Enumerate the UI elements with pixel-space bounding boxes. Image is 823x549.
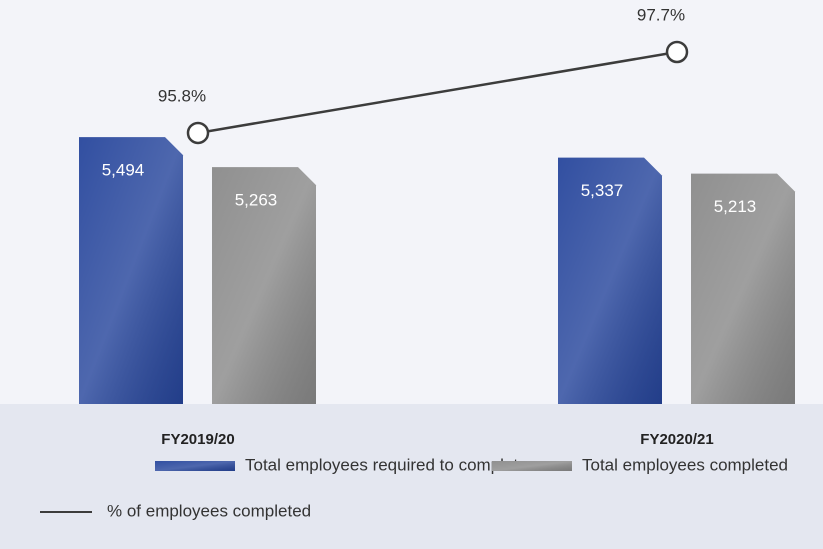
legend-label: % of employees completed [107,501,311,520]
bar-value-label: 5,337 [581,181,624,200]
bar-value-label: 5,213 [714,197,757,216]
legend-swatch-shine [492,461,572,471]
legend-label: Total employees required to complete [245,455,528,474]
line-point [665,40,689,64]
line-point [186,121,210,145]
bar-shine [79,137,183,404]
line-value-label: 95.8% [158,86,206,105]
line-value-label: 97.7% [637,5,685,24]
legend-swatch-shine [155,461,235,471]
bar-shine [212,167,316,404]
footer-background [0,404,823,549]
bar-value-label: 5,494 [102,161,145,180]
x-tick-label: FY2019/20 [161,431,234,448]
bar-shine [691,173,795,404]
bar-value-label: 5,263 [235,191,278,210]
x-tick-label: FY2020/21 [640,431,713,448]
legend-label: Total employees completed [582,455,788,474]
bar-shine [558,157,662,404]
line [197,50,678,135]
